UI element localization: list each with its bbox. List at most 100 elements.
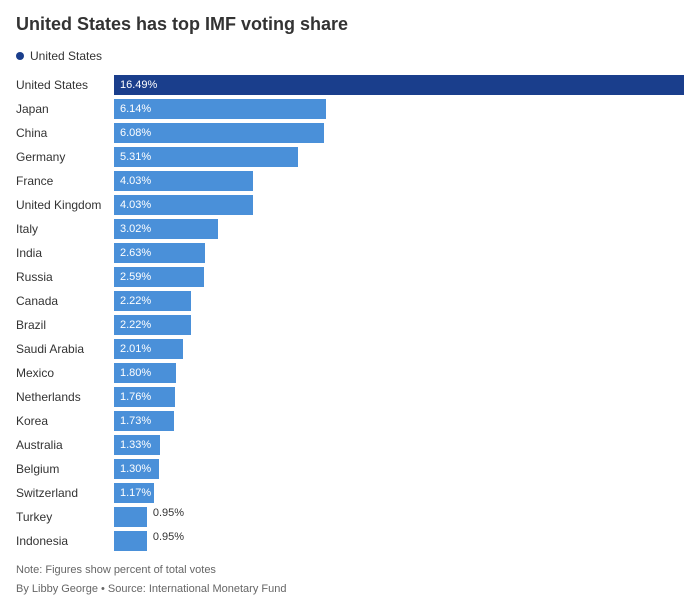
bar-value: 6.08%: [120, 127, 151, 139]
bar-track: 5.31%: [114, 147, 684, 167]
bar-value: 1.30%: [120, 463, 151, 475]
bar-track: 4.03%: [114, 171, 684, 191]
category-label: Saudi Arabia: [16, 342, 114, 356]
bar-track: 1.76%: [114, 387, 684, 407]
chart-row: Saudi Arabia 2.01%: [16, 337, 684, 360]
bar-value: 4.03%: [120, 199, 151, 211]
bar-track: 1.73%: [114, 411, 684, 431]
chart-row: Mexico1.80%: [16, 361, 684, 384]
bar-track: 4.03%: [114, 195, 684, 215]
bar-value: 1.33%: [120, 439, 151, 451]
bar-value: 4.03%: [120, 175, 151, 187]
bar-track: 6.14%: [114, 99, 684, 119]
bar-value: 2.22%: [120, 319, 151, 331]
bar-track: 0.95%: [114, 507, 684, 527]
bar-track: 0.95%: [114, 531, 684, 551]
bar-value: 0.95%: [153, 531, 184, 543]
bar-track: 1.80%: [114, 363, 684, 383]
bar-track: 6.08%: [114, 123, 684, 143]
bar: 16.49%: [114, 75, 684, 95]
category-label: Turkey: [16, 510, 114, 524]
chart-row: Switzerland1.17%: [16, 481, 684, 504]
category-label: Russia: [16, 270, 114, 284]
category-label: Japan: [16, 102, 114, 116]
bar-track: 2.01%: [114, 339, 684, 359]
chart-row: Indonesia 0.95%: [16, 529, 684, 552]
bar-value: 16.49%: [120, 79, 157, 91]
bar: 4.03%: [114, 195, 253, 215]
bar-value: 2.63%: [120, 247, 151, 259]
category-label: United States: [16, 78, 114, 92]
chart-row: Australia 1.33%: [16, 433, 684, 456]
bar: 1.80%: [114, 363, 176, 383]
category-label: United Kingdom: [16, 198, 114, 212]
bar: 1.17%: [114, 483, 154, 503]
bar: 1.33%: [114, 435, 160, 455]
bar-track: 16.49%: [114, 75, 684, 95]
bar-track: 2.22%: [114, 291, 684, 311]
bar-value: 2.59%: [120, 271, 151, 283]
bar-track: 1.30%: [114, 459, 684, 479]
bar-value: 1.76%: [120, 391, 151, 403]
bar: 2.63%: [114, 243, 205, 263]
bar: [114, 531, 147, 551]
chart-row: Japan6.14%: [16, 97, 684, 120]
bar-value: 2.01%: [120, 343, 151, 355]
bar: 2.59%: [114, 267, 204, 287]
legend: United States: [16, 49, 684, 63]
chart-row: Turkey 0.95%: [16, 505, 684, 528]
bar-value: 1.73%: [120, 415, 151, 427]
chart-row: Netherlands 1.76%: [16, 385, 684, 408]
bar: 2.22%: [114, 315, 191, 335]
bar-track: 2.59%: [114, 267, 684, 287]
bar: 6.14%: [114, 99, 326, 119]
bar: 2.22%: [114, 291, 191, 311]
bar-value: 2.22%: [120, 295, 151, 307]
bar-chart: United States16.49%Japan6.14%China6.08%G…: [16, 73, 684, 552]
chart-row: France 4.03%: [16, 169, 684, 192]
bar-value: 1.80%: [120, 367, 151, 379]
bar-track: 2.22%: [114, 315, 684, 335]
footer-note: Note: Figures show percent of total vote…: [16, 562, 684, 579]
category-label: Canada: [16, 294, 114, 308]
category-label: India: [16, 246, 114, 260]
legend-label: United States: [30, 49, 102, 63]
chart-row: Belgium 1.30%: [16, 457, 684, 480]
bar-track: 1.33%: [114, 435, 684, 455]
category-label: Belgium: [16, 462, 114, 476]
chart-row: India 2.63%: [16, 241, 684, 264]
legend-dot-icon: [16, 52, 24, 60]
bar: 1.30%: [114, 459, 159, 479]
category-label: Germany: [16, 150, 114, 164]
chart-row: Italy 3.02%: [16, 217, 684, 240]
chart-row: Russia 2.59%: [16, 265, 684, 288]
bar-value: 0.95%: [153, 507, 184, 519]
bar: 6.08%: [114, 123, 324, 143]
category-label: Switzerland: [16, 486, 114, 500]
bar: [114, 507, 147, 527]
footer-byline: By Libby George • Source: International …: [16, 581, 684, 598]
category-label: Indonesia: [16, 534, 114, 548]
chart-row: Korea 1.73%: [16, 409, 684, 432]
category-label: Australia: [16, 438, 114, 452]
bar-value: 5.31%: [120, 151, 151, 163]
bar-track: 2.63%: [114, 243, 684, 263]
chart-row: Brazil2.22%: [16, 313, 684, 336]
bar: 4.03%: [114, 171, 253, 191]
category-label: Italy: [16, 222, 114, 236]
bar: 1.76%: [114, 387, 175, 407]
bar: 3.02%: [114, 219, 218, 239]
bar: 2.01%: [114, 339, 183, 359]
bar: 5.31%: [114, 147, 298, 167]
category-label: Netherlands: [16, 390, 114, 404]
bar-track: 3.02%: [114, 219, 684, 239]
chart-footer: Note: Figures show percent of total vote…: [16, 562, 684, 597]
chart-title: United States has top IMF voting share: [16, 14, 684, 35]
category-label: China: [16, 126, 114, 140]
chart-row: China 6.08%: [16, 121, 684, 144]
category-label: France: [16, 174, 114, 188]
chart-row: United Kingdom 4.03%: [16, 193, 684, 216]
bar-value: 3.02%: [120, 223, 151, 235]
category-label: Korea: [16, 414, 114, 428]
chart-row: Canada 2.22%: [16, 289, 684, 312]
